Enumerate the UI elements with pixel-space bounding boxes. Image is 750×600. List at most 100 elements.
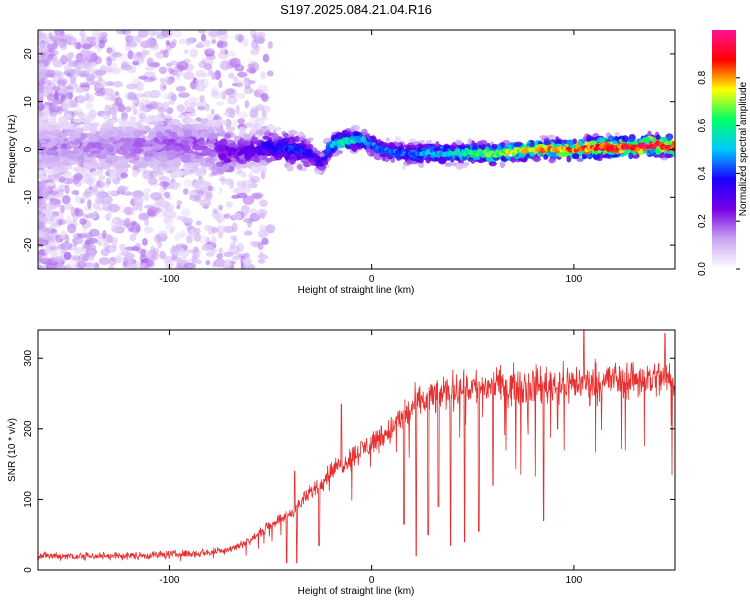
heatmap-cell [146,40,158,48]
heatmap-cell [140,258,150,264]
heatmap-cell [90,53,98,62]
heatmap-cell [212,208,218,214]
heatmap-cell [628,138,635,143]
heatmap-cell [195,83,206,92]
heatmap-cell [114,97,123,106]
heatmap-cell [121,112,129,122]
heatmap-ridge-cell [326,147,331,153]
heatmap-cell [52,160,63,167]
heatmap-cell [109,155,121,161]
heatmap-cell [202,149,214,156]
heatmap-cell [167,211,177,219]
heatmap-cell [256,166,265,172]
heatmap-cell [253,169,260,174]
heatmap-cell [50,35,60,42]
heatmap-cell [148,30,156,37]
heatmap-cell [143,192,150,201]
heatmap-cell [189,195,201,202]
heatmap-cell [163,191,171,199]
heatmap-cell [56,71,65,79]
heatmap-cell [258,229,269,239]
heatmap-cell [102,214,112,219]
heatmap-cell [81,255,90,262]
heatmap-cell [73,246,85,255]
heatmap-cell [91,81,101,86]
heatmap-cell [138,212,150,221]
heatmap-cell [204,157,215,162]
heatmap-cell [39,139,47,144]
heatmap-cell [159,82,167,92]
heatmap-cell [38,42,43,48]
heatmap-cell [125,35,134,43]
heatmap-cell [207,30,220,38]
heatmap-cell [69,101,77,109]
heatmap-cell [136,51,142,58]
heatmap-cell [223,111,230,117]
heatmap-cell [257,242,264,251]
heatmap-cell [256,151,266,156]
heatmap-cell [160,112,165,119]
heatmap-cell [247,63,256,70]
heatmap-cell [390,157,395,164]
heatmap-cell [44,104,50,110]
heatmap-cell [246,133,252,140]
heatmap-cell [294,135,300,143]
heatmap-cell [334,132,344,140]
heatmap-ridge-cell [273,147,278,152]
heatmap-cell [236,92,246,100]
heatmap-cell [225,201,233,208]
heatmap-cell [182,154,192,159]
heatmap-cell [168,67,175,74]
heatmap-cell [478,159,485,164]
heatmap-cell [85,102,94,110]
heatmap-cell [162,92,169,101]
heatmap-cell [72,212,79,222]
heatmap-cell [236,79,244,89]
heatmap-cell [222,164,230,171]
heatmap-cell [462,162,470,166]
heatmap-cell [231,194,241,199]
snr-y-tick-label: 0 [23,567,34,573]
heatmap-cell [81,43,93,50]
heatmap-cell [185,118,198,124]
heatmap-cell [163,211,168,217]
heatmap-cell [218,186,223,195]
heatmap-cell [207,185,213,191]
heatmap-cell [86,153,94,158]
heatmap-cell [145,149,158,155]
heatmap-cell [233,135,238,143]
heatmap-cell [208,138,217,145]
heatmap-cell [38,110,43,117]
heatmap-cell [131,52,143,63]
heatmap-cell [66,155,75,159]
heatmap-cell [176,104,186,112]
heatmap-cell [151,145,163,151]
heatmap-cell [39,213,47,222]
heatmap-cell [61,143,68,149]
heatmap-cell [50,249,58,259]
heatmap-x-axis-label: Height of straight line (km) [298,285,415,296]
heatmap-cell [65,92,74,100]
heatmap-cell [47,43,54,50]
heatmap-cell [155,200,162,206]
heatmap-cell [46,54,54,60]
heatmap-cell [61,150,71,156]
heatmap-cell [38,37,42,43]
heatmap-cell [129,105,137,109]
heatmap-cell [142,170,154,180]
heatmap-cell [78,136,86,142]
heatmap-cell [297,131,305,138]
heatmap-cell [138,30,149,38]
heatmap-cell [50,190,59,196]
heatmap-cell [73,240,78,247]
heatmap-cell [183,188,189,195]
heatmap-cell [223,251,234,258]
heatmap-cell [235,163,240,170]
heatmap-cell [91,30,102,39]
heatmap-cell [187,96,199,103]
heatmap-cell [106,47,113,54]
heatmap-cell [198,235,208,244]
heatmap-cell [250,106,258,115]
heatmap-cell [109,168,117,176]
heatmap-cell [120,172,129,179]
